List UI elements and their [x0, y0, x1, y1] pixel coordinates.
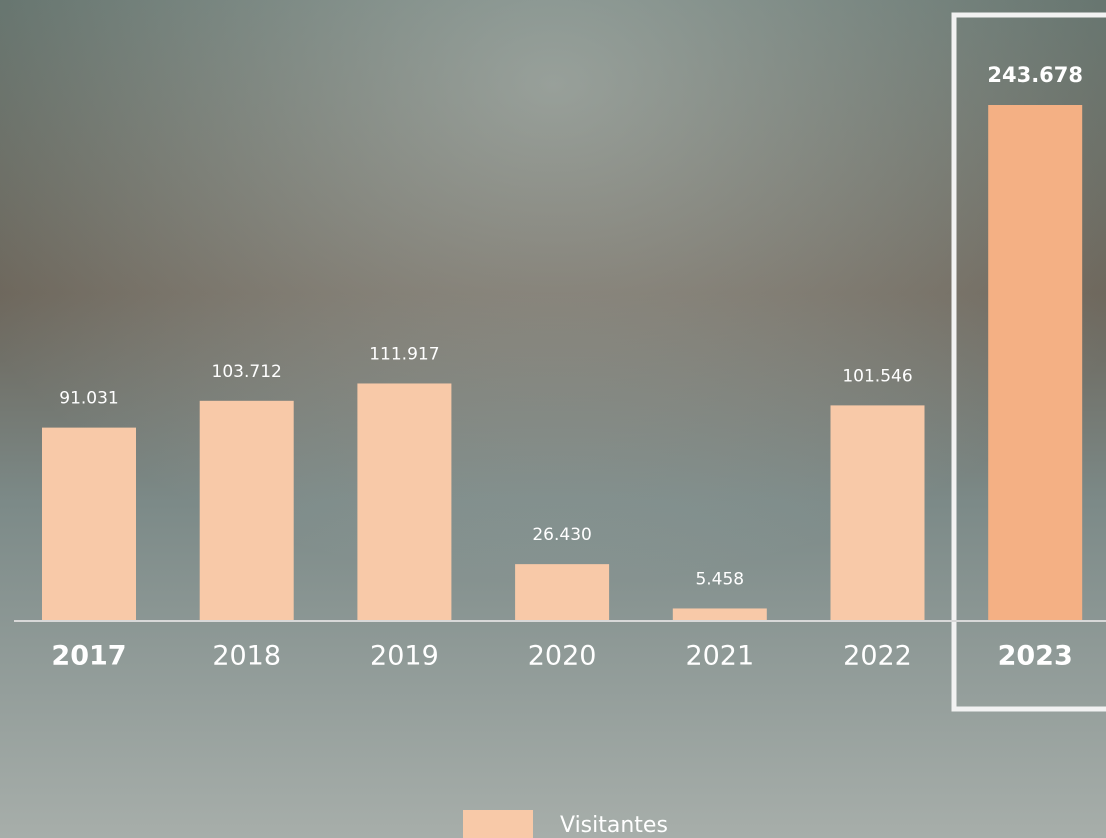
- x-tick-label: 2022: [843, 641, 912, 672]
- legend-swatch: [463, 810, 533, 838]
- value-label: 91.031: [59, 389, 118, 409]
- bar: [830, 405, 925, 620]
- bar: [199, 400, 294, 620]
- value-label: 111.917: [369, 344, 439, 364]
- x-tick-label: 2020: [528, 641, 597, 672]
- bar: [515, 564, 610, 620]
- x-tick-label: 2018: [212, 641, 281, 672]
- bar: [672, 608, 767, 620]
- bar: [988, 105, 1083, 620]
- value-label: 101.546: [842, 366, 912, 386]
- x-tick-label: 2019: [370, 641, 439, 672]
- legend-label: Visitantes: [560, 813, 668, 838]
- value-label: 243.678: [987, 63, 1083, 87]
- value-label: 5.458: [695, 569, 744, 589]
- x-tick-label: 2021: [685, 641, 754, 672]
- bar: [42, 427, 136, 620]
- value-label: 26.430: [532, 525, 591, 545]
- x-tick-label: 2023: [998, 641, 1073, 672]
- x-tick-label: 2017: [51, 641, 126, 672]
- highlight-frame: [951, 12, 1106, 712]
- bar: [357, 383, 452, 620]
- value-label: 103.712: [212, 362, 282, 382]
